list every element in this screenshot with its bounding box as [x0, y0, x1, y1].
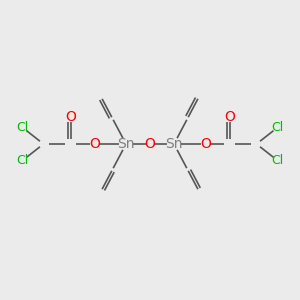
Text: Sn: Sn [165, 137, 183, 151]
Text: Cl: Cl [16, 154, 28, 167]
Text: O: O [89, 137, 100, 151]
Text: O: O [224, 110, 235, 124]
Text: O: O [200, 137, 211, 151]
Text: O: O [145, 137, 155, 151]
Text: O: O [65, 110, 76, 124]
Text: Cl: Cl [272, 121, 284, 134]
Text: Cl: Cl [272, 154, 284, 167]
Text: Sn: Sn [117, 137, 135, 151]
Text: Cl: Cl [16, 121, 28, 134]
